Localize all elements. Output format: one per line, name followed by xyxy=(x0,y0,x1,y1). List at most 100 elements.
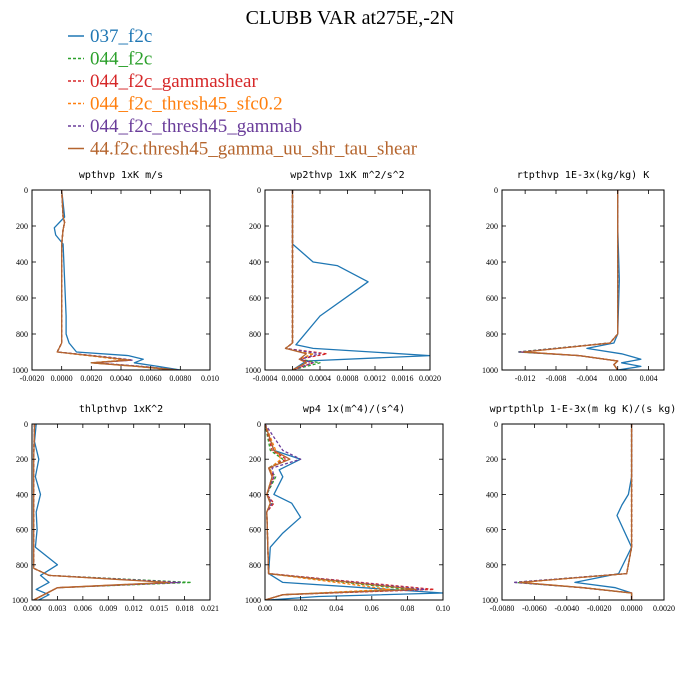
y-tick-label: 1000 xyxy=(12,596,28,605)
series-line xyxy=(574,424,633,600)
y-tick-label: 800 xyxy=(16,561,28,570)
series-group xyxy=(265,424,443,600)
legend-item: 044_f2c_thresh45_sfc0.2 xyxy=(68,94,283,115)
chart-panel: thlpthvp 1xK^2 0.000 0.003 0.006 0.009 0.012 0… xyxy=(12,404,219,613)
legend-label: 044_f2c_thresh45_gammab xyxy=(90,116,302,137)
x-tick-label: 0.00 xyxy=(258,604,272,613)
y-tick-label: 600 xyxy=(486,526,498,535)
figure-title: CLUBB VAR at275E,-2N xyxy=(246,7,455,29)
y-tick-label: 600 xyxy=(16,294,28,303)
series-line xyxy=(520,190,619,370)
x-tick-label: 0.000 xyxy=(23,604,41,613)
y-tick-label: 0 xyxy=(257,420,261,429)
y-tick-label: 200 xyxy=(16,222,28,231)
x-tick-label: 0.009 xyxy=(99,604,117,613)
series-group xyxy=(516,190,642,370)
x-tick-label: -0.0080 xyxy=(490,604,515,613)
panel-title: wpthvp 1xK m/s xyxy=(79,170,163,181)
series-line xyxy=(265,424,435,600)
series-line xyxy=(512,424,633,600)
series-line xyxy=(284,190,321,370)
x-tick-label: 0.0016 xyxy=(392,374,414,383)
series-line xyxy=(33,424,177,600)
x-tick-label: 0.003 xyxy=(48,604,66,613)
x-tick-label: 0.012 xyxy=(125,604,143,613)
series-line xyxy=(514,424,633,600)
y-tick-label: 1000 xyxy=(12,366,28,375)
series-line xyxy=(265,424,426,600)
y-tick-label: 400 xyxy=(249,258,261,267)
legend-label: 044_f2c_gammashear xyxy=(90,71,258,92)
x-tick-label: 0.0080 xyxy=(169,374,191,383)
series-group xyxy=(33,424,193,600)
x-tick-label: 0.015 xyxy=(150,604,168,613)
legend-item: 037_f2c xyxy=(68,26,152,47)
x-tick-label: 0.0012 xyxy=(364,374,386,383)
panel-title: rtpthvp 1E-3x(kg/kg) K xyxy=(517,170,649,181)
series-line xyxy=(56,190,176,370)
x-tick-label: 0.006 xyxy=(74,604,92,613)
panel-title: thlpthvp 1xK^2 xyxy=(79,404,163,415)
series-line xyxy=(265,424,443,600)
series-line xyxy=(519,424,633,600)
legend-item: 044_f2c xyxy=(68,49,152,70)
plot-frame xyxy=(264,189,431,371)
series-line xyxy=(522,190,619,370)
y-tick-label: 600 xyxy=(249,526,261,535)
series-line xyxy=(33,424,169,600)
series-line xyxy=(56,190,181,370)
y-tick-label: 0 xyxy=(494,420,498,429)
series-group xyxy=(53,190,181,370)
series-line xyxy=(518,190,619,370)
x-tick-label: 0.0000 xyxy=(51,374,73,383)
chart-panel: wp2thvp 1xK m^2/s^2 -0.0004 0.0000 0.0004 0.… xyxy=(245,170,441,383)
x-tick-label: -0.0020 xyxy=(587,604,612,613)
x-tick-label: -0.0040 xyxy=(554,604,579,613)
legend-label: 044_f2c_thresh45_sfc0.2 xyxy=(90,94,283,115)
legend-label: 44.f2c.thresh45_gamma_uu_shr_tau_shear xyxy=(90,139,418,160)
series-line xyxy=(56,190,178,370)
x-tick-label: 0.0008 xyxy=(337,374,359,383)
series-group xyxy=(284,190,430,370)
series-line xyxy=(265,424,409,600)
series-line xyxy=(33,424,181,600)
x-tick-label: -0.008 xyxy=(546,374,567,383)
series-line xyxy=(56,190,173,370)
y-tick-label: 200 xyxy=(486,222,498,231)
x-tick-label: -0.0020 xyxy=(20,374,45,383)
y-tick-label: 400 xyxy=(249,490,261,499)
chart-panel: rtpthvp 1E-3x(kg/kg) K -0.012 -0.008 -0.004… xyxy=(482,170,665,383)
y-tick-label: 400 xyxy=(486,490,498,499)
y-tick-label: 0 xyxy=(494,186,498,195)
x-tick-label: 0.021 xyxy=(201,604,219,613)
y-tick-label: 800 xyxy=(249,561,261,570)
x-tick-label: 0.0000 xyxy=(282,374,304,383)
x-tick-label: 0.08 xyxy=(400,604,414,613)
series-line xyxy=(517,424,633,600)
y-tick-label: 200 xyxy=(16,455,28,464)
plot-frame xyxy=(31,189,211,371)
series-line xyxy=(33,424,59,600)
series-line xyxy=(33,424,193,600)
series-line xyxy=(284,190,307,370)
y-tick-label: 0 xyxy=(24,186,28,195)
y-tick-label: 800 xyxy=(486,330,498,339)
x-tick-label: 0.0020 xyxy=(653,604,675,613)
y-tick-label: 400 xyxy=(486,258,498,267)
y-tick-label: 200 xyxy=(486,455,498,464)
legend-label: 044_f2c xyxy=(90,49,152,70)
legend-label: 037_f2c xyxy=(90,26,152,47)
y-tick-label: 1000 xyxy=(482,596,498,605)
y-tick-label: 0 xyxy=(24,420,28,429)
y-tick-label: 600 xyxy=(486,294,498,303)
series-line xyxy=(53,190,181,370)
y-tick-label: 800 xyxy=(16,330,28,339)
legend-item: 044_f2c_gammashear xyxy=(68,71,258,92)
series-line xyxy=(291,190,430,370)
x-tick-label: 0.02 xyxy=(294,604,308,613)
x-tick-label: 0.0020 xyxy=(419,374,441,383)
panel-title: wp4 1x(m^4)/(s^4) xyxy=(303,404,405,415)
chart-panel: wprtpthlp 1-E-3x(m kg K)/(s kg) -0.0080 -0… xyxy=(482,404,676,613)
series-line xyxy=(284,190,314,370)
